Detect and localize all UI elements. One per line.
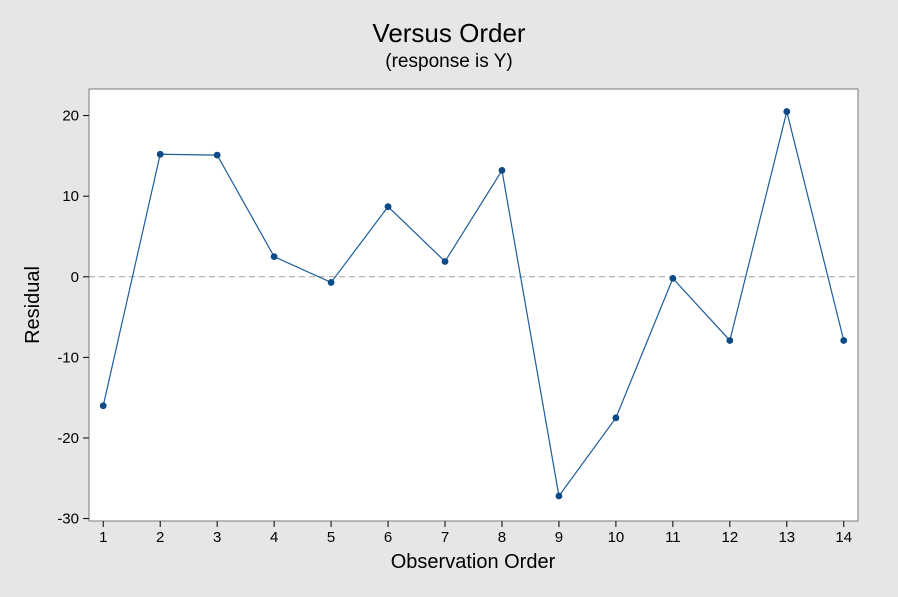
x-tick-label: 11 [665,529,681,546]
x-tick-label: 8 [498,529,506,546]
x-tick-label: 5 [327,529,335,546]
y-tick-label: -10 [57,349,79,366]
x-tick-label: 7 [441,529,449,546]
x-axis-title: Observation Order [391,551,556,573]
x-tick-label: 14 [835,529,852,546]
data-point [498,167,506,174]
x-tick-label: 6 [384,529,392,546]
y-axis-title: Residual [22,266,44,344]
x-tick-label: 9 [555,529,563,546]
x-tick-label: 12 [721,529,738,546]
data-point [384,203,392,211]
y-tick-label: 10 [62,188,79,205]
x-tick-label: 1 [99,529,107,546]
y-tick-label: 0 [71,269,79,286]
x-tick-label: 2 [156,529,164,546]
chart-subtitle: (response is Y) [385,51,512,72]
data-point [783,108,791,115]
data-point [726,337,734,344]
data-point [840,337,848,344]
series-layer [99,108,848,500]
data-point [555,492,563,500]
data-point [213,151,221,159]
plot-area [88,88,859,522]
x-tick-label: 4 [270,529,278,546]
data-point [327,279,335,286]
data-point [669,275,677,282]
y-tick-label: -30 [57,511,79,528]
series-line [102,111,845,498]
y-tick-label: 20 [62,108,79,125]
data-point [270,253,278,261]
data-point [156,150,164,158]
data-point [99,402,107,410]
y-tick-label: -20 [57,430,79,447]
x-tick-label: 10 [608,529,625,546]
x-tick-label: 3 [213,529,221,546]
chart-title: Versus Order [372,18,526,48]
data-point [612,414,620,422]
data-point [441,258,449,265]
x-tick-label: 13 [778,529,795,546]
